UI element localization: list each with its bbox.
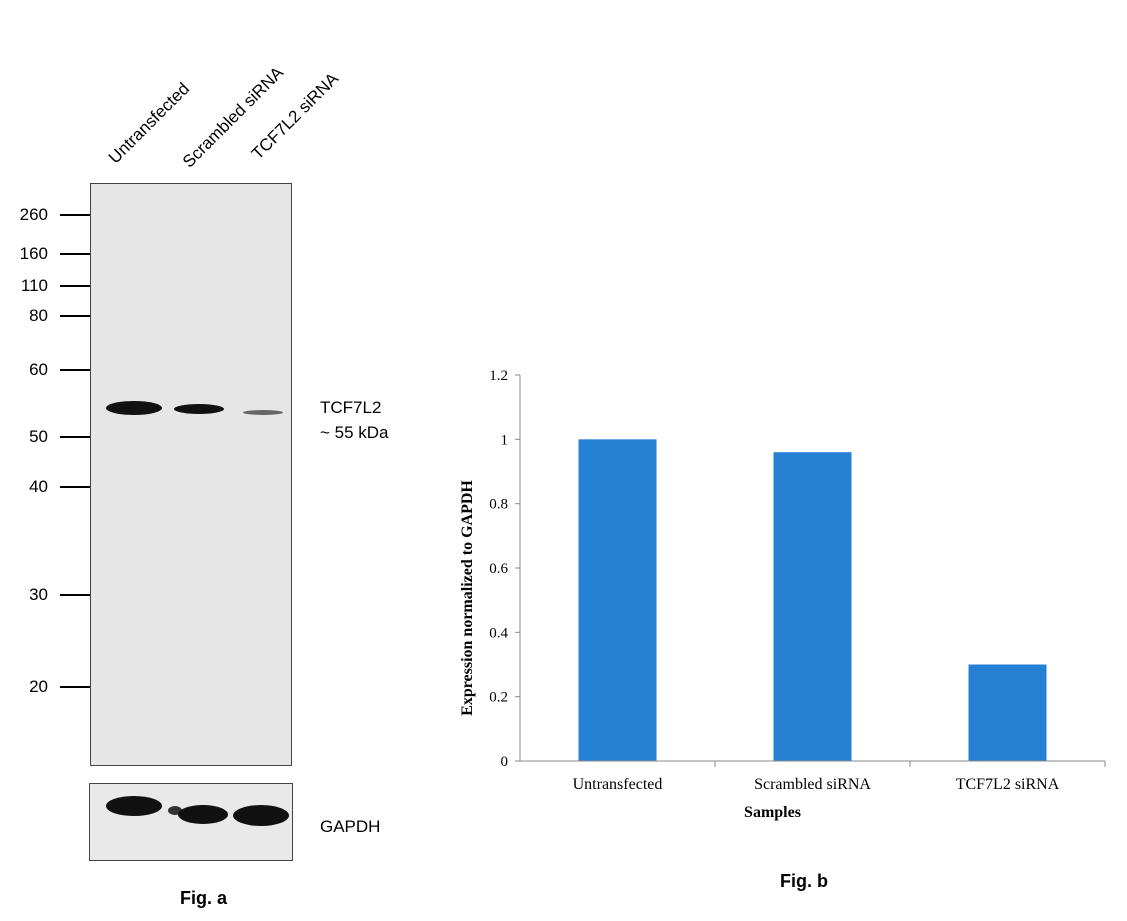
mw-marker-tick bbox=[60, 594, 90, 596]
fig-b-chart: 0 0.2 0.4 0.6 0.8 1 1.2 Untransfected Scrambled… bbox=[440, 350, 1120, 840]
mw-marker-label: 80 bbox=[29, 306, 48, 325]
x-axis-title: Samples bbox=[744, 804, 801, 821]
band-gapdh-sirna bbox=[233, 805, 289, 826]
band-gapdh-scrambled-tail bbox=[168, 806, 182, 815]
bar-chart: 0 0.2 0.4 0.6 0.8 1 1.2 Untransfected Scrambled… bbox=[459, 368, 1106, 821]
target-protein-label: TCF7L2 bbox=[320, 398, 382, 417]
band-tcf7l2-scrambled bbox=[174, 404, 224, 414]
mw-marker-tick bbox=[60, 315, 90, 317]
mw-marker-label: 160 bbox=[19, 244, 48, 263]
band-tcf7l2-untransfected bbox=[106, 401, 162, 415]
y-axis-title: Expression normalized to GAPDH bbox=[459, 480, 476, 716]
target-size-label: ~ 55 kDa bbox=[320, 423, 389, 442]
y-tick-label: 1 bbox=[501, 432, 509, 448]
y-tick-label: 0 bbox=[501, 754, 509, 770]
mw-marker-tick bbox=[60, 436, 90, 438]
band-gapdh-scrambled bbox=[178, 805, 228, 824]
y-tick-label: 0.4 bbox=[489, 625, 508, 641]
fig-a-caption: Fig. a bbox=[180, 888, 228, 908]
band-gapdh-untransfected bbox=[106, 796, 162, 816]
mw-marker-tick bbox=[60, 686, 90, 688]
bar-2 bbox=[968, 664, 1047, 761]
mw-marker-label: 50 bbox=[29, 427, 48, 446]
mw-marker-label: 20 bbox=[29, 677, 48, 696]
bar-1 bbox=[773, 452, 852, 761]
band-tcf7l2-sirna bbox=[243, 410, 283, 415]
blot-gapdh-panel bbox=[89, 783, 293, 861]
x-tick-label: Untransfected bbox=[573, 776, 663, 793]
loading-control-label: GAPDH bbox=[320, 817, 381, 836]
fig-b-caption: Fig. b bbox=[780, 871, 828, 891]
mw-marker-tick bbox=[60, 486, 90, 488]
mw-marker-tick bbox=[60, 253, 90, 255]
x-tick-label: Scrambled siRNA bbox=[754, 776, 871, 793]
lane-label-scrambled: Scrambled siRNA bbox=[178, 62, 288, 172]
mw-marker-tick bbox=[60, 369, 90, 371]
mw-marker-tick bbox=[60, 214, 90, 216]
mw-marker-label: 60 bbox=[29, 360, 48, 379]
x-tick-label: TCF7L2 siRNA bbox=[956, 776, 1060, 793]
y-tick-label: 1.2 bbox=[489, 368, 508, 384]
mw-marker-label: 110 bbox=[20, 276, 48, 295]
mw-marker-label: 40 bbox=[29, 477, 48, 496]
mw-marker-label: 30 bbox=[29, 585, 48, 604]
mw-marker-label: 260 bbox=[19, 205, 48, 224]
bar-0 bbox=[578, 439, 657, 761]
y-tick-label: 0.2 bbox=[489, 690, 508, 706]
y-tick-label: 0.6 bbox=[489, 561, 508, 577]
blot-main-panel bbox=[90, 183, 292, 766]
mw-marker-tick bbox=[60, 285, 90, 287]
y-tick-label: 0.8 bbox=[489, 497, 508, 513]
